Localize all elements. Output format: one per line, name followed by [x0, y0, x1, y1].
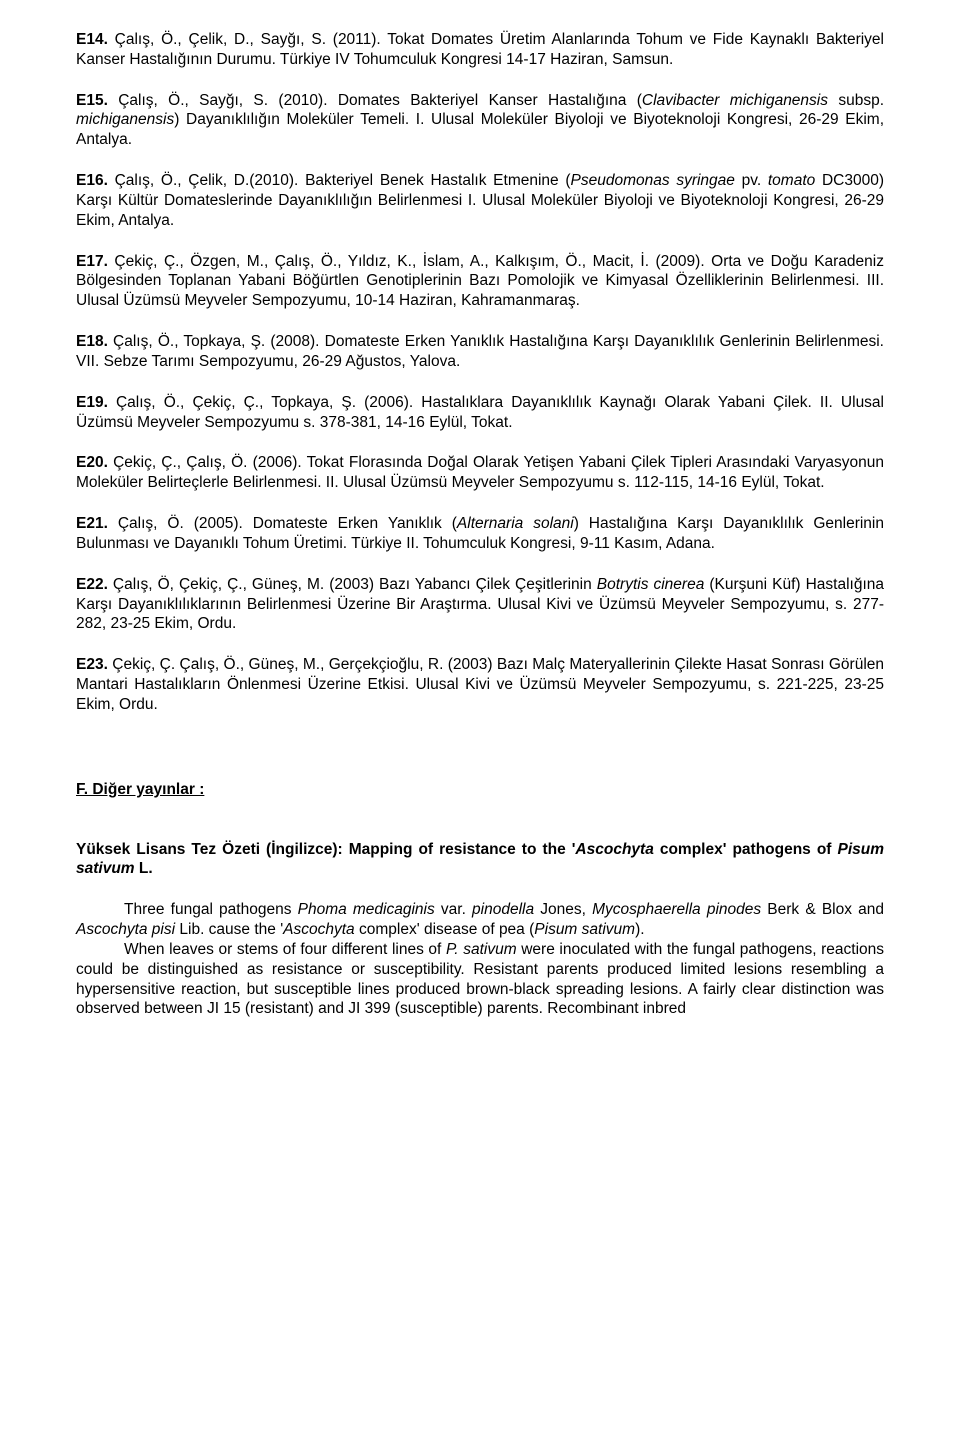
entry-e22: E22. Çalış, Ö, Çekiç, Ç., Güneş, M. (200… [76, 575, 884, 634]
entry-e21: E21. Çalış, Ö. (2005). Domateste Erken Y… [76, 514, 884, 554]
thesis-para-1: Three fungal pathogens Phoma medicaginis… [76, 900, 884, 940]
entry-e15: E15. Çalış, Ö., Sayğı, S. (2010). Domate… [76, 91, 884, 150]
thesis-title: Yüksek Lisans Tez Özeti (İngilizce): Map… [76, 840, 884, 880]
entry-e17: E17. Çekiç, Ç., Özgen, M., Çalış, Ö., Yı… [76, 252, 884, 311]
thesis-para-2: When leaves or stems of four different l… [76, 940, 884, 1019]
entry-e20: E20. Çekiç, Ç., Çalış, Ö. (2006). Tokat … [76, 453, 884, 493]
entry-e18: E18. Çalış, Ö., Topkaya, Ş. (2008). Doma… [76, 332, 884, 372]
entry-e23: E23. Çekiç, Ç. Çalış, Ö., Güneş, M., Ger… [76, 655, 884, 714]
section-header-other-publications: F. Diğer yayınlar : [76, 780, 884, 800]
entry-e19: E19. Çalış, Ö., Çekiç, Ç., Topkaya, Ş. (… [76, 393, 884, 433]
entry-e14: E14. Çalış, Ö., Çelik, D., Sayğı, S. (20… [76, 30, 884, 70]
entry-e16: E16. Çalış, Ö., Çelik, D.(2010). Bakteri… [76, 171, 884, 230]
page: E14. Çalış, Ö., Çelik, D., Sayğı, S. (20… [0, 0, 960, 1069]
